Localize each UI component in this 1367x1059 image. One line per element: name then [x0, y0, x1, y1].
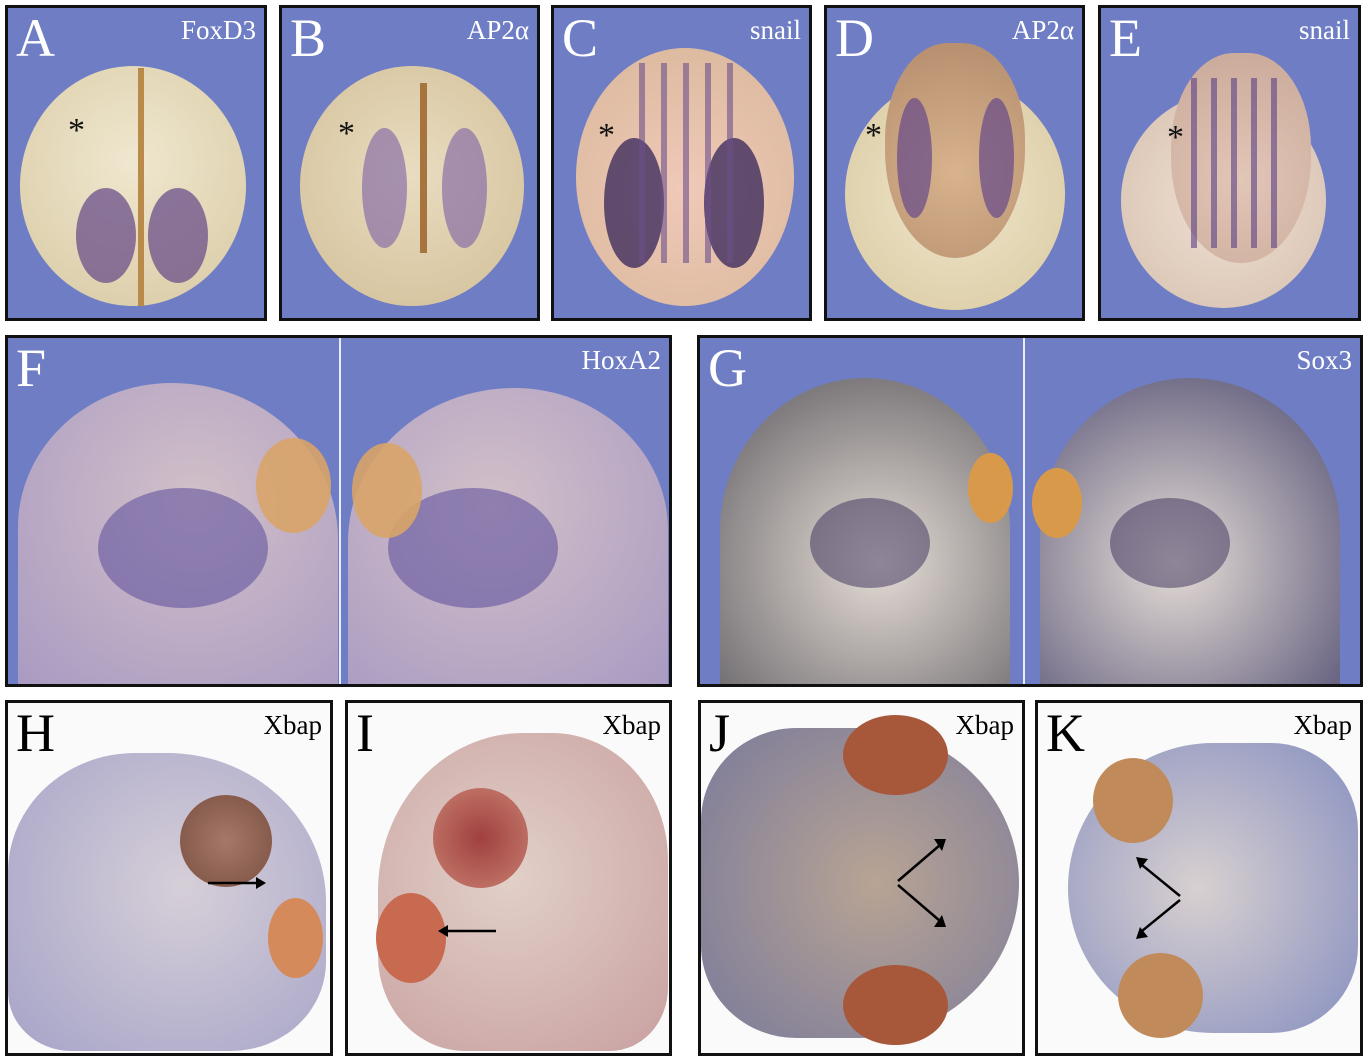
eye	[180, 795, 272, 887]
arrow-icon	[1136, 857, 1181, 939]
panel-letter: J	[709, 703, 731, 763]
stain	[1110, 498, 1230, 588]
cement-gland	[268, 898, 323, 978]
midline	[420, 83, 427, 253]
stain	[76, 188, 136, 283]
panel-f: F HoxA2	[5, 335, 672, 687]
panel-i: I Xbap	[345, 700, 672, 1056]
gene-label: snail	[750, 15, 801, 45]
tissue	[378, 733, 668, 1051]
panel-letter: F	[16, 338, 47, 398]
panel-j: J Xbap	[698, 700, 1025, 1056]
panel-letter: G	[708, 338, 747, 398]
stain	[98, 488, 268, 608]
panel-k: K Xbap	[1035, 700, 1363, 1056]
embryo	[300, 66, 524, 306]
eye	[843, 715, 948, 795]
stain-stripes	[1191, 78, 1291, 248]
arrow-icon	[208, 877, 266, 889]
panel-letter: D	[835, 8, 874, 68]
arrow-icon	[438, 925, 496, 937]
panel-e: * E snail	[1098, 5, 1361, 321]
panel-letter: E	[1109, 8, 1142, 68]
stain	[897, 98, 932, 218]
gene-label: FoxD3	[180, 15, 256, 45]
gene-label: Xbap	[955, 710, 1014, 740]
panel-letter: B	[290, 8, 327, 68]
eye	[1032, 468, 1082, 538]
divider	[339, 338, 341, 684]
eye	[843, 965, 948, 1045]
divider	[1023, 338, 1025, 684]
asterisk: *	[598, 117, 615, 154]
panel-letter: A	[16, 8, 55, 68]
eye	[352, 443, 422, 538]
midline	[138, 68, 144, 306]
panel-c: * C snail	[551, 5, 812, 321]
panel-letter: K	[1046, 703, 1085, 763]
eye	[968, 453, 1013, 523]
panel-h: H Xbap	[5, 700, 333, 1056]
gene-label: AP2α	[1011, 15, 1074, 45]
stain	[442, 128, 487, 248]
stain	[148, 188, 208, 283]
gene-label: snail	[1299, 15, 1350, 45]
asterisk: *	[1167, 119, 1184, 156]
eye	[1093, 758, 1173, 843]
eye	[1118, 953, 1203, 1038]
panel-letter: C	[562, 8, 599, 68]
panel-d: * D AP2α	[824, 5, 1085, 321]
stain	[810, 498, 930, 588]
asterisk: *	[865, 117, 882, 154]
gene-label: HoxA2	[581, 345, 662, 375]
embryo	[20, 66, 246, 306]
asterisk: *	[68, 112, 85, 149]
stain	[362, 128, 407, 248]
gene-label: Sox3	[1296, 345, 1352, 375]
stain-stripes	[639, 63, 734, 263]
asterisk: *	[338, 115, 355, 152]
eye	[433, 788, 528, 888]
arrow-icon	[897, 839, 946, 927]
stain	[979, 98, 1014, 218]
gene-label: Xbap	[1293, 710, 1352, 740]
gene-label: Xbap	[602, 710, 661, 740]
panel-letter: I	[356, 703, 374, 763]
eye	[256, 438, 331, 533]
panel-a: * A FoxD3	[5, 5, 267, 321]
panel-g: G Sox3	[697, 335, 1363, 687]
gene-label: Xbap	[263, 710, 322, 740]
tissue	[8, 753, 326, 1051]
panel-letter: H	[16, 703, 55, 763]
cement-gland	[376, 893, 446, 983]
panel-b: * B AP2α	[279, 5, 540, 321]
gene-label: AP2α	[466, 15, 529, 45]
